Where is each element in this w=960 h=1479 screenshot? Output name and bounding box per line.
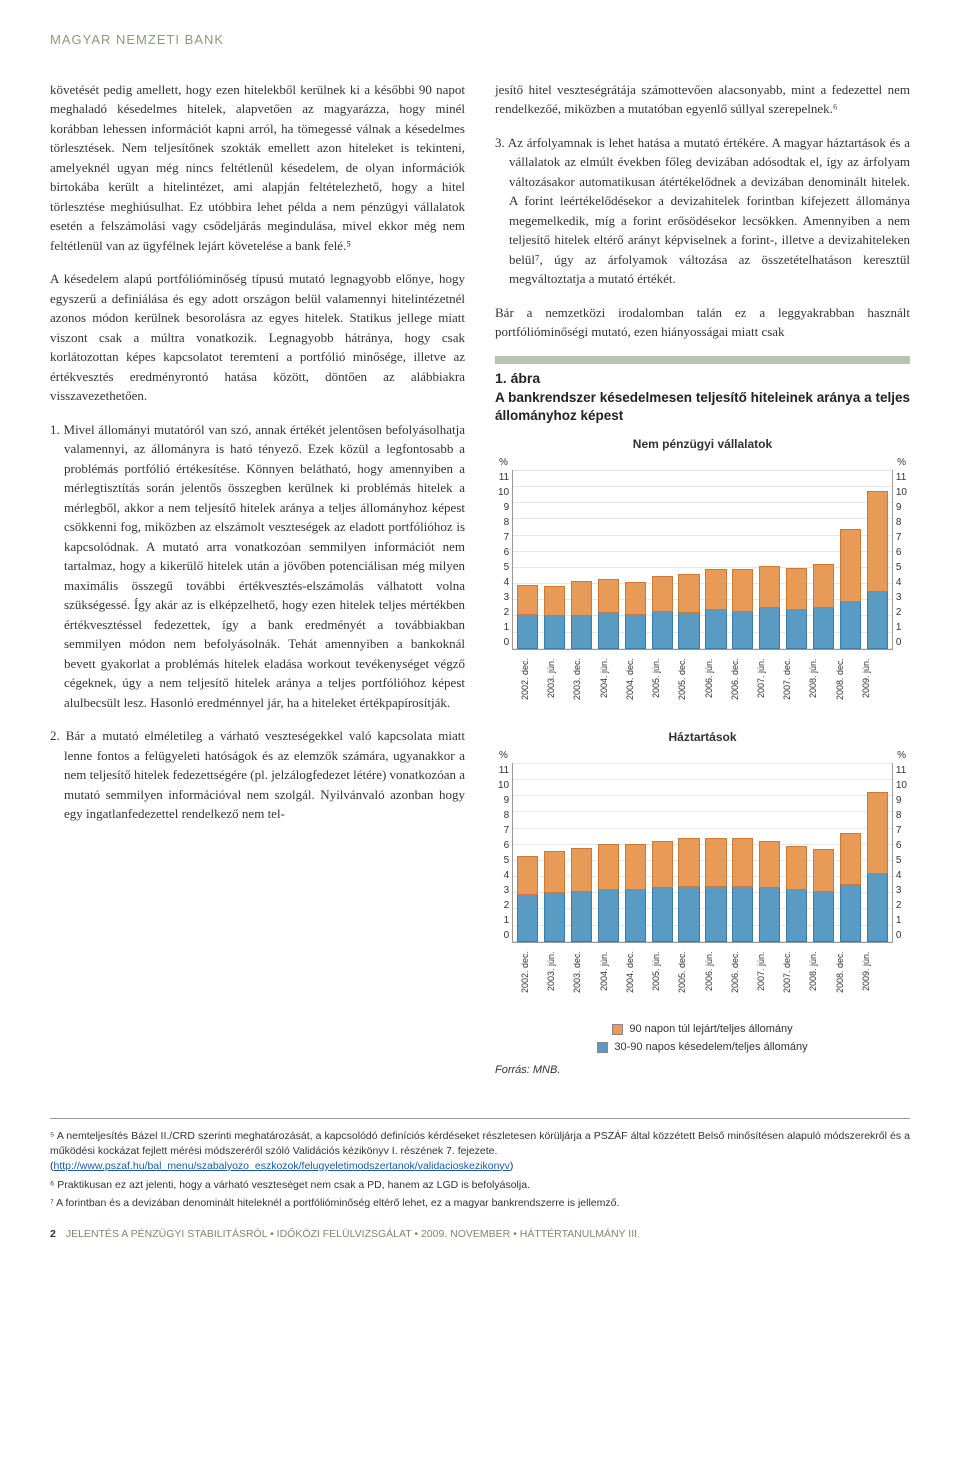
footnote-link[interactable]: http://www.pszaf.hu/bal_menu/szabalyozo_… xyxy=(54,1160,510,1172)
legend-label-1: 90 napon túl lejárt/teljes állomány xyxy=(629,1021,792,1038)
para-1: követését pedig amellett, hogy ezen hite… xyxy=(50,80,465,256)
item-3: 3. Az árfolyamnak is lehet hatása a muta… xyxy=(495,133,910,289)
footer-text: JELENTÉS A PÉNZÜGYI STABILITÁSRÓL • IDŐK… xyxy=(66,1227,640,1243)
footnote-7: ⁷ A forintban és a devizában denominált … xyxy=(50,1196,910,1211)
legend-swatch-2 xyxy=(597,1042,608,1053)
chart-household: Háztartások%%111098765432101110987654321… xyxy=(495,728,910,1003)
figure-1: 1. ábra A bankrendszer késedelmesen telj… xyxy=(495,356,910,1079)
item-1: 1. Mivel állományi mutatóról van szó, an… xyxy=(50,420,465,713)
legend-swatch-1 xyxy=(612,1024,623,1035)
figure-title: A bankrendszer késedelmesen teljesítő hi… xyxy=(495,389,910,425)
figure-source: Forrás: MNB. xyxy=(495,1062,910,1079)
footnote-separator xyxy=(50,1118,910,1119)
footnote-6: ⁶ Praktikusan ez azt jelenti, hogy a vár… xyxy=(50,1178,910,1193)
page-number: 2 xyxy=(50,1227,56,1243)
para-r1: jesítő hitel veszteségrátája számottevőe… xyxy=(495,80,910,119)
chart-corporate: Nem pénzügyi vállalatok%%111098765432101… xyxy=(495,435,910,710)
item-2: 2. Bár a mutató elméletileg a várható ve… xyxy=(50,726,465,824)
page-footer: 2 JELENTÉS A PÉNZÜGYI STABILITÁSRÓL • ID… xyxy=(50,1227,910,1243)
para-2: A késedelem alapú portfólióminőség típus… xyxy=(50,269,465,406)
right-column: jesítő hitel veszteségrátája számottevőe… xyxy=(495,80,910,1079)
left-column: követését pedig amellett, hogy ezen hite… xyxy=(50,80,465,1079)
chart-legend: 90 napon túl lejárt/teljes állomány 30-9… xyxy=(495,1021,910,1056)
page-header: MAGYAR NEMZETI BANK xyxy=(50,30,910,50)
para-r2: Bár a nemzetközi irodalomban talán ez a … xyxy=(495,303,910,342)
legend-label-2: 30-90 napos késedelem/teljes állomány xyxy=(614,1039,807,1056)
main-columns: követését pedig amellett, hogy ezen hite… xyxy=(50,80,910,1079)
figure-number: 1. ábra xyxy=(495,368,910,389)
footnote-5: ⁵ A nemteljesítés Bázel II./CRD szerinti… xyxy=(50,1129,910,1173)
